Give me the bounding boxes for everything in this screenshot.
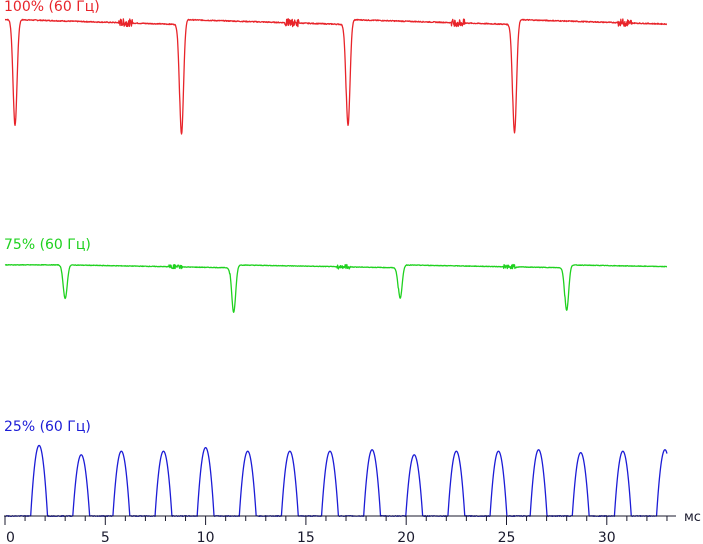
x-tick-label: 30 (598, 530, 616, 544)
x-tick-label: 0 (6, 530, 15, 544)
x-axis-ticks: 0 5 10 15 20 25 30 (4, 516, 668, 544)
series-line-25 (4, 444, 668, 518)
x-tick-label: 15 (297, 530, 315, 544)
x-tick-label: 20 (397, 530, 415, 544)
x-tick-label: 5 (101, 530, 110, 544)
series-label-75: 75% (60 Гц) (4, 237, 91, 253)
series-labels-group: 100% (60 Гц) 75% (60 Гц) 25% (60 Гц) (4, 0, 100, 435)
x-axis-unit-label: мс (684, 510, 701, 525)
traces-group (4, 18, 668, 518)
x-tick-label: 25 (498, 530, 516, 544)
series-line-75 (4, 263, 668, 313)
series-label-100: 100% (60 Гц) (4, 0, 100, 15)
x-tick-label: 10 (197, 530, 215, 544)
x-axis: 0 5 10 15 20 25 30 мс (4, 510, 701, 544)
series-line-100 (4, 18, 668, 135)
series-label-25: 25% (60 Гц) (4, 419, 91, 435)
